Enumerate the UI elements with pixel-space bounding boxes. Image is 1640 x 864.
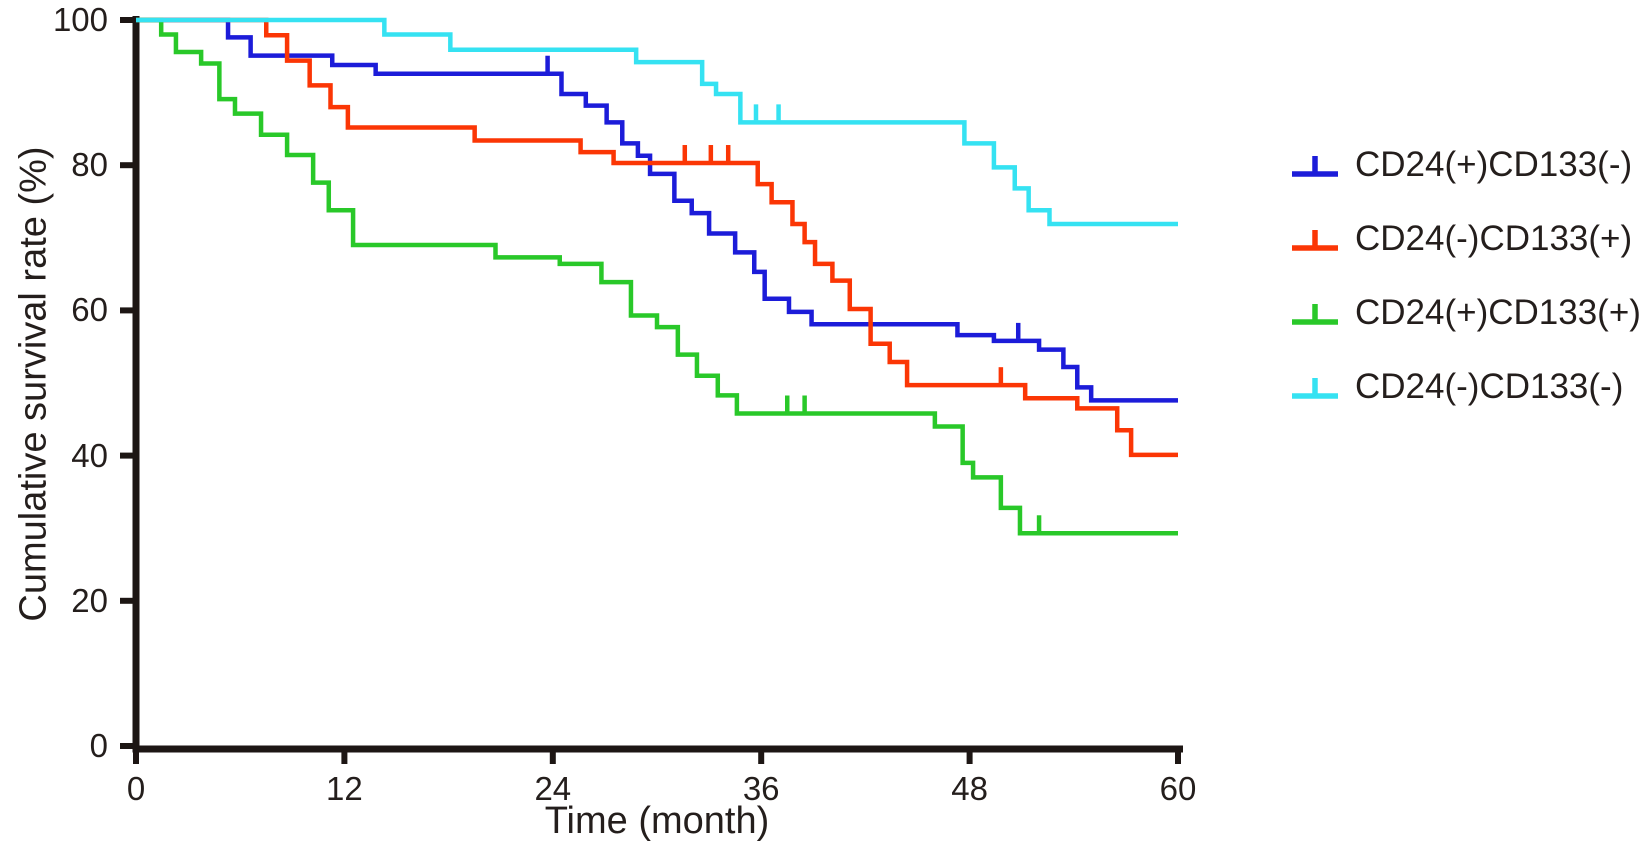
- series-3: [136, 17, 1178, 227]
- legend-item-2: CD24(+)CD133(+): [1291, 291, 1640, 335]
- series-2: [136, 17, 1178, 536]
- legend-item-0: CD24(+)CD133(-): [1291, 143, 1632, 187]
- legend-label: CD24(+)CD133(-): [1355, 145, 1633, 184]
- series-line-1: [136, 17, 1178, 458]
- legend-item-1: CD24(-)CD133(+): [1291, 217, 1632, 261]
- series-0: [136, 17, 1178, 403]
- series-line-0: [136, 17, 1178, 403]
- censor-tick-symbol-icon: [1292, 304, 1338, 325]
- y-tick-label: 60: [71, 291, 108, 329]
- y-tick-label: 80: [71, 146, 108, 184]
- x-axis-title: Time (month): [544, 800, 770, 842]
- x-tick-label: 12: [326, 770, 363, 807]
- legend-label: CD24(-)CD133(+): [1355, 219, 1633, 258]
- y-tick-label: 20: [71, 581, 108, 619]
- y-tick-label: 100: [52, 1, 108, 38]
- x-tick-label: 0: [126, 770, 146, 807]
- legend-label: CD24(+)CD133(+): [1355, 293, 1640, 332]
- y-tick-label: 40: [71, 436, 108, 474]
- x-tick-label: 36: [742, 770, 780, 807]
- y-tick-label: 0: [89, 727, 108, 764]
- legend-item-3: CD24(-)CD133(-): [1291, 365, 1623, 409]
- x-tick-label: 48: [951, 770, 988, 807]
- censor-tick-symbol-icon: [1292, 156, 1338, 177]
- censor-tick-symbol-icon: [1292, 378, 1338, 399]
- y-axis-title: Cumulative survival rate (%): [12, 146, 55, 622]
- censor-tick-symbol-icon: [1292, 230, 1338, 251]
- x-tick-label: 60: [1159, 770, 1197, 807]
- x-tick-label: 24: [534, 770, 572, 807]
- series-1: [136, 17, 1178, 458]
- series-line-2: [136, 17, 1178, 536]
- axes: [120, 16, 1183, 764]
- series-line-3: [136, 17, 1178, 227]
- legend-label: CD24(-)CD133(-): [1355, 367, 1624, 406]
